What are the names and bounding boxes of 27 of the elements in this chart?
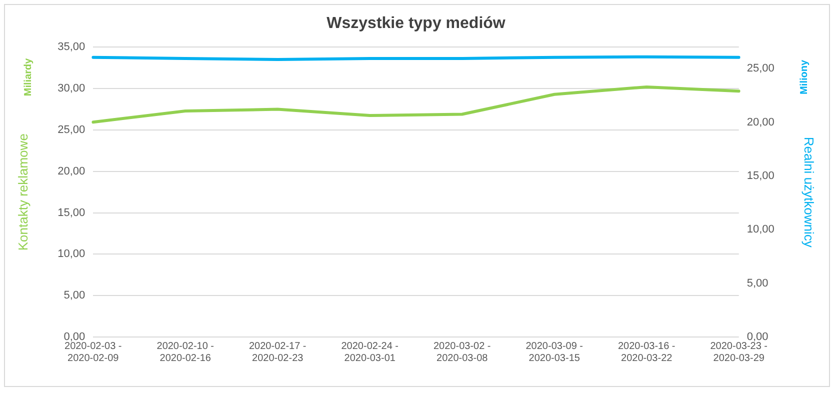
x-tick-label: 2020-03-02 - 2020-03-08	[433, 340, 491, 364]
x-tick-label: 2020-02-10 - 2020-02-16	[156, 340, 214, 364]
x-tick-label: 2020-03-16 - 2020-03-22	[618, 340, 676, 364]
y-tick-label: 30,00	[58, 82, 86, 95]
y2-tick-label: 15,00	[746, 170, 774, 182]
text: Miliardy	[22, 58, 34, 96]
y2-tick-label: 25,00	[746, 62, 774, 75]
x-tick-label: 2020-02-17 - 2020-02-23	[248, 340, 306, 364]
y-tick-label: 0,00	[64, 331, 86, 344]
y-tick-label: 20,00	[58, 165, 86, 178]
y-tick-label: 10,00	[58, 248, 86, 260]
x-tick-label: 2020-02-03 - 2020-02-09	[64, 340, 122, 364]
chart-title: Wszystkie typy mediów	[326, 15, 506, 32]
y2-tick-label: 5,00	[746, 277, 768, 290]
text: Miliony	[798, 60, 810, 94]
y2-tick-label: 0,00	[746, 331, 768, 344]
y2-tick-label: 10,00	[746, 224, 774, 236]
x-tick-label: 2020-02-24 - 2020-03-01	[341, 340, 399, 364]
x-tick-label: 2020-03-09 - 2020-03-15	[526, 340, 584, 364]
y2-tick-label: 20,00	[746, 116, 774, 128]
x-tick-label: 2020-03-23 - 2020-03-29	[710, 340, 768, 364]
y2-axis-title: Realni użytkownicy	[802, 136, 817, 248]
y-tick-label: 5,00	[64, 290, 86, 302]
y-tick-label: 35,00	[58, 41, 86, 54]
y-tick-label: 25,00	[58, 124, 86, 136]
y-axis-title: Kontakty reklamowe	[15, 134, 30, 251]
y-tick-label: 15,00	[58, 206, 86, 219]
